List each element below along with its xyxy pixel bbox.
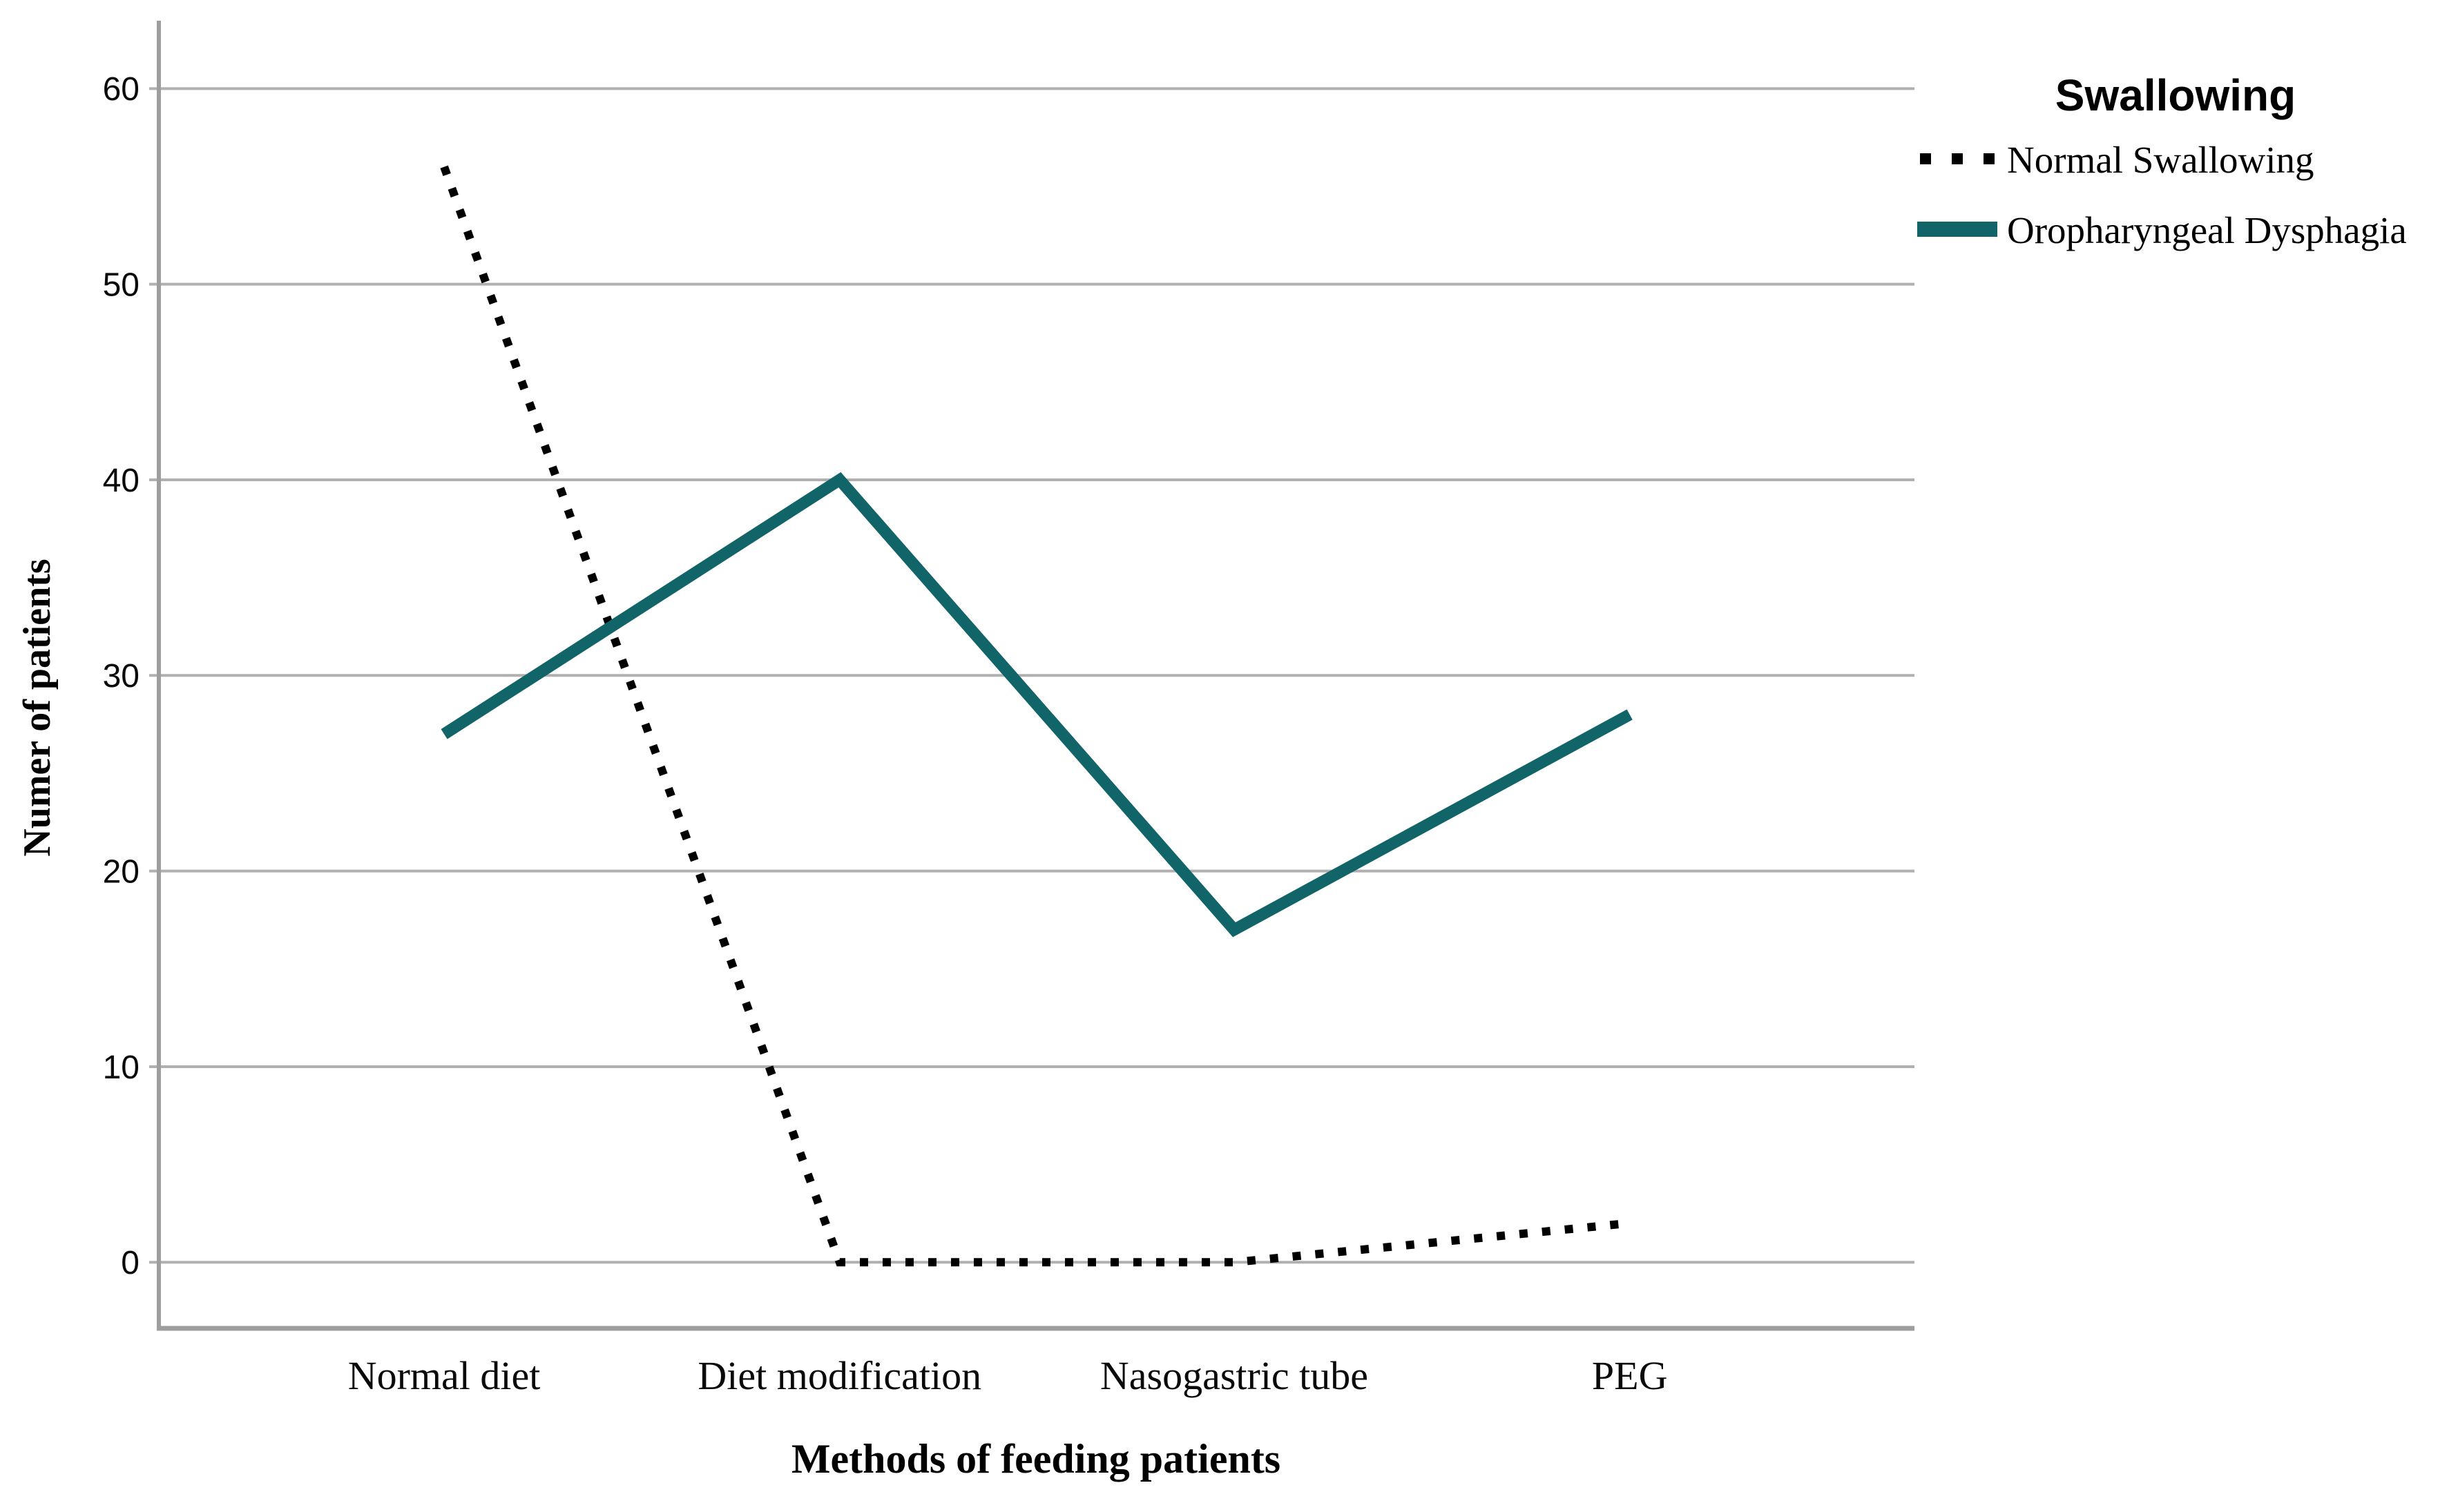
legend-label-oropharyngeal-dysphagia: Oropharyngeal Dysphagia bbox=[2007, 209, 2407, 251]
y-tick-label-10: 10 bbox=[103, 1049, 140, 1086]
y-tick-label-30: 30 bbox=[103, 658, 140, 695]
x-category-labels: Normal diet Diet modification Nasogastric … bbox=[348, 1353, 1668, 1398]
x-category-label: Diet modification bbox=[698, 1353, 981, 1398]
normal-swallowing-line bbox=[440, 165, 1631, 1267]
legend-label-normal-swallowing: Normal Swallowing bbox=[2007, 139, 2314, 181]
legend: Swallowing Normal Swallowing Oropharynge… bbox=[1917, 70, 2407, 251]
y-tick-label-20: 20 bbox=[103, 853, 140, 890]
legend-title: Swallowing bbox=[2055, 70, 2296, 120]
x-category-label: Normal diet bbox=[348, 1353, 541, 1398]
y-tick-label-50: 50 bbox=[103, 266, 140, 303]
y-tick-label-40: 40 bbox=[103, 463, 140, 499]
gridlines bbox=[149, 87, 1914, 1264]
oropharyngeal-dysphagia-line bbox=[441, 472, 1633, 938]
x-category-label: PEG bbox=[1592, 1353, 1668, 1398]
y-axis-title: Numer of patients bbox=[16, 559, 59, 856]
y-tick-label-60: 60 bbox=[103, 71, 140, 108]
x-category-label: Nasogastric tube bbox=[1100, 1353, 1368, 1398]
y-tick-labels: 0 10 20 30 40 50 60 bbox=[103, 71, 140, 1281]
y-tick-label-0: 0 bbox=[121, 1245, 140, 1281]
x-axis-title: Methods of feeding patients bbox=[791, 1436, 1280, 1482]
